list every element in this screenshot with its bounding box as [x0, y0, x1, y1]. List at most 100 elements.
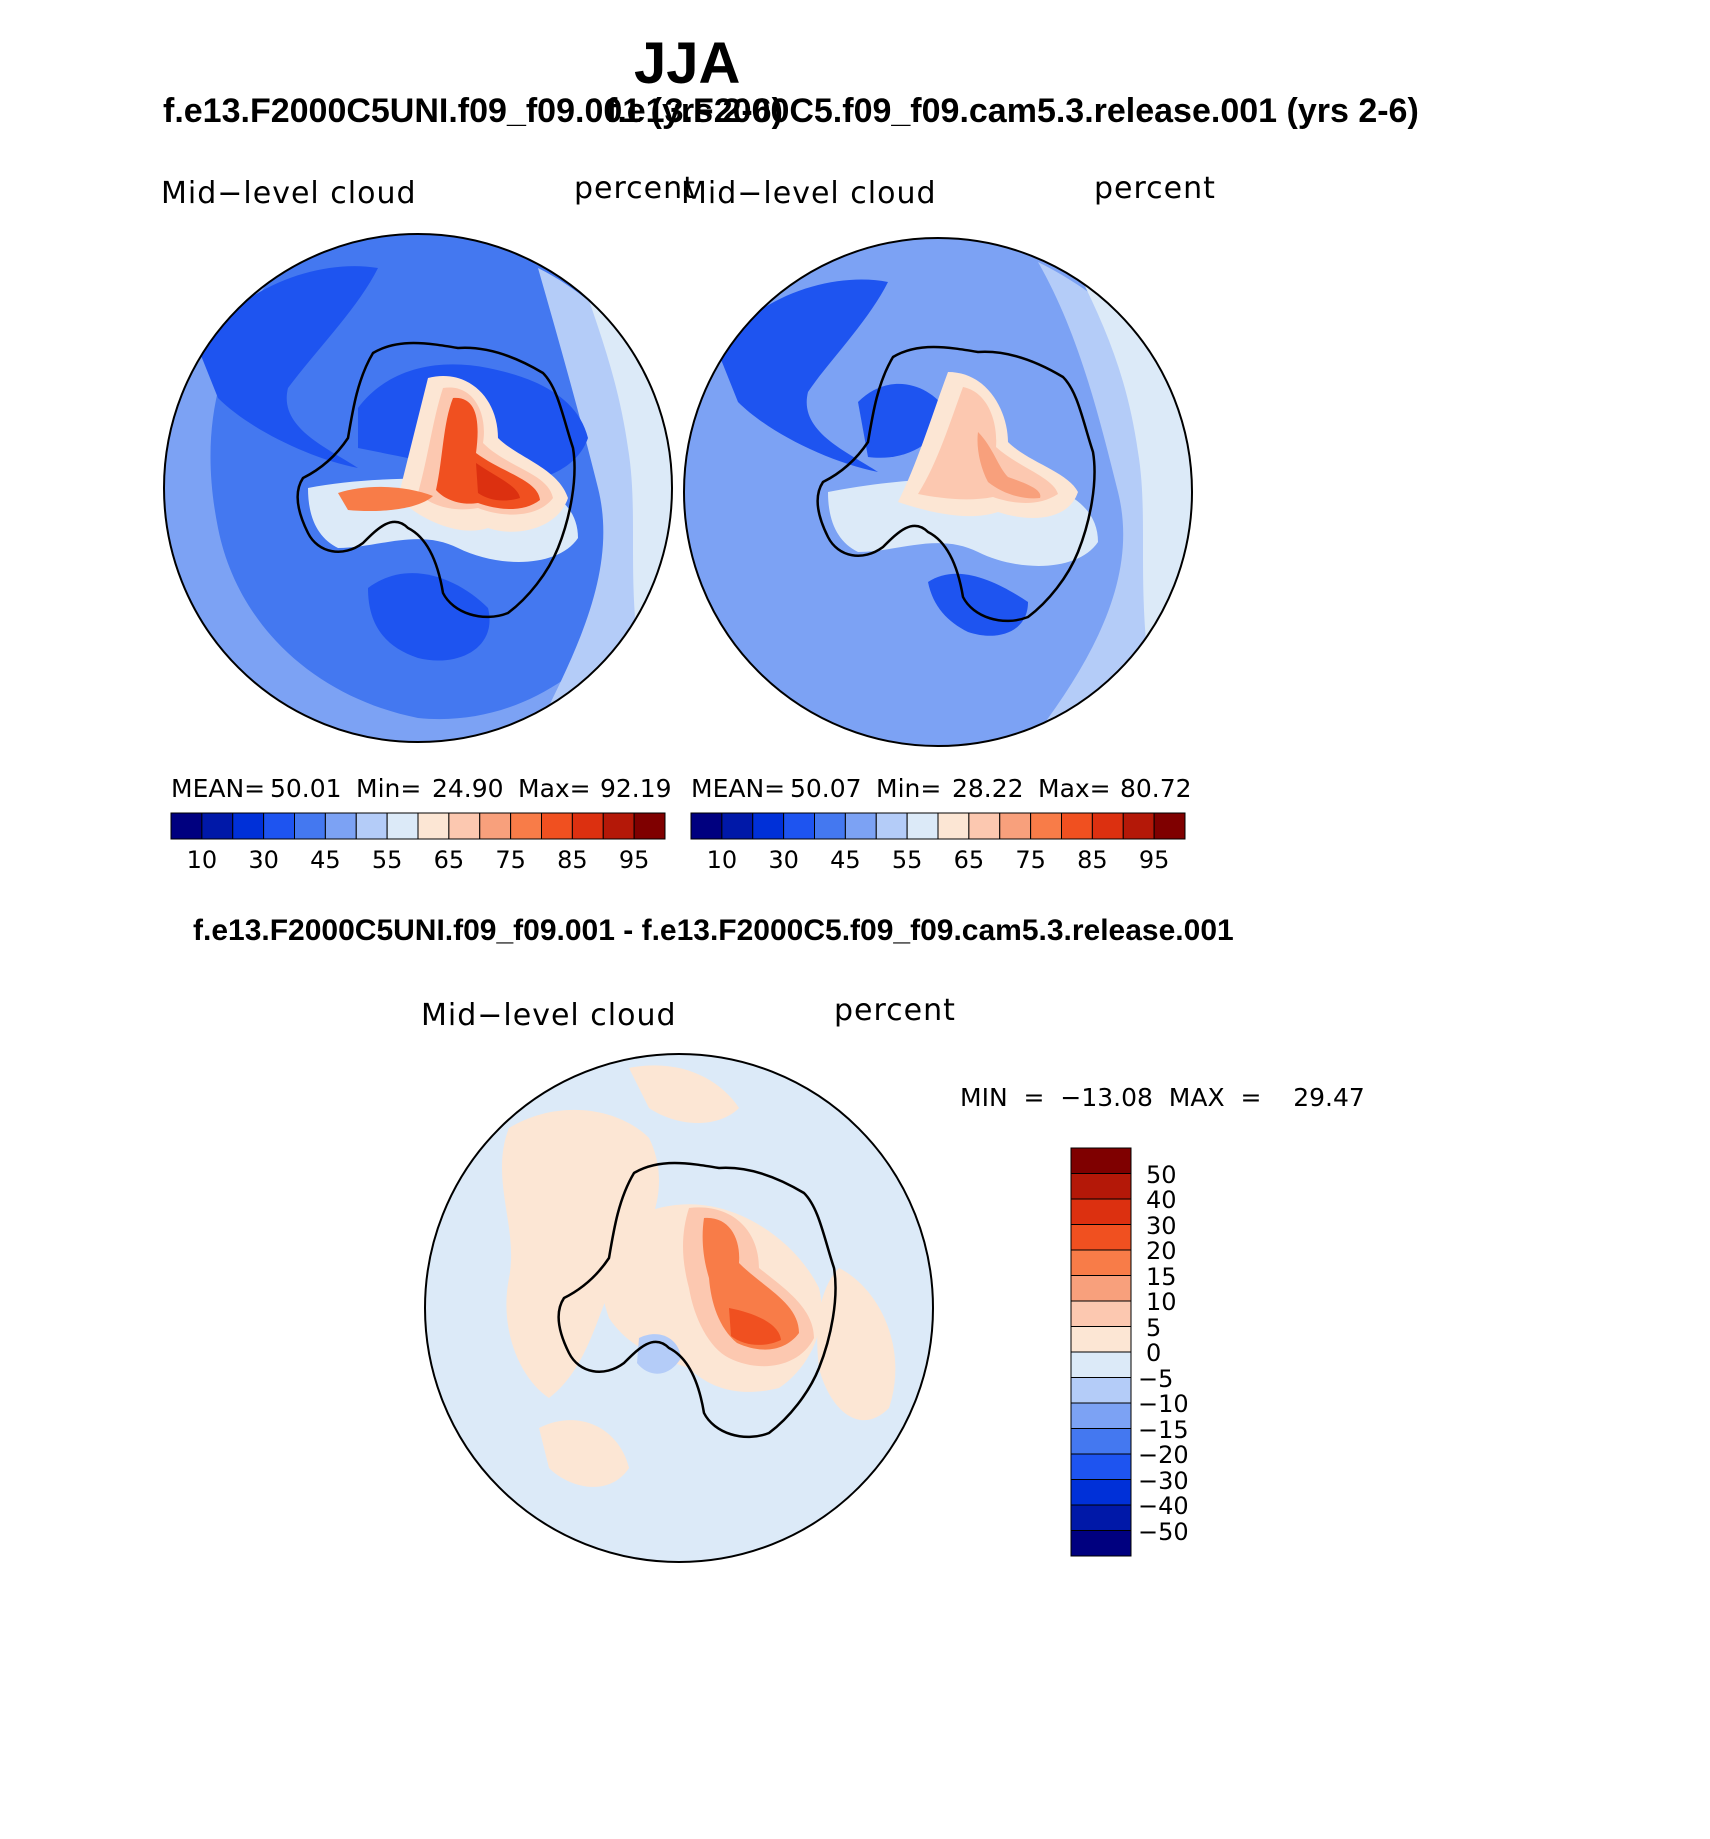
- right-colorbar-box: [721, 812, 754, 840]
- diff-minmax: MIN = −13.08 MAX = 29.47: [960, 1083, 1365, 1112]
- diff-colorbar-box: [1070, 1198, 1132, 1225]
- diff-panel-variable-label: Mid−level cloud: [421, 998, 677, 1033]
- diff-colorbar-tick-label: −40: [1138, 1492, 1189, 1520]
- diff-colorbar-box: [1070, 1530, 1132, 1557]
- right-colorbar-box: [814, 812, 846, 840]
- right-map-border: [683, 237, 1193, 747]
- left-colorbar-tick-label: 65: [433, 846, 465, 874]
- right-min-value: 28.22: [952, 774, 1024, 803]
- left-colorbar-box: [417, 812, 450, 840]
- diff-colorbar-tick-label: 10: [1146, 1288, 1177, 1316]
- diff-colorbar-tick-label: −30: [1138, 1466, 1189, 1495]
- right-colorbar-box: [752, 812, 785, 840]
- left-mean-value: 50.01: [270, 774, 342, 803]
- diff-colorbar-box: [1070, 1326, 1132, 1353]
- right-colorbar-tick-label: 45: [830, 846, 861, 874]
- left-max-label: Max=: [518, 774, 591, 803]
- diff-colorbar-tick-label: −15: [1138, 1415, 1189, 1444]
- diff-title: f.e13.F2000C5UNI.f09_f09.001 - f.e13.F20…: [193, 914, 1234, 947]
- diff-colorbar-box: [1070, 1249, 1132, 1276]
- right-min-label: Min=: [876, 774, 942, 803]
- diff-colorbar-box: [1070, 1224, 1132, 1251]
- right-mean-value: 50.07: [790, 774, 862, 803]
- left-colorbar-box: [479, 812, 512, 840]
- right-colorbar-tick-label: 95: [1138, 846, 1170, 874]
- right-colorbar-box: [937, 812, 970, 840]
- left-colorbar-box: [170, 812, 203, 840]
- diff-colorbar-box: [1070, 1351, 1132, 1378]
- right-colorbar-tick-label: 30: [768, 846, 799, 874]
- left-map-coastline: [296, 341, 576, 619]
- left-colorbar-box: [201, 812, 234, 840]
- main-title: JJA: [634, 31, 741, 96]
- right-colorbar-box: [1122, 812, 1155, 840]
- diff-colorbar-tick-label: −10: [1138, 1390, 1189, 1418]
- right-colorbar-tick-label: 10: [706, 846, 738, 874]
- right-colorbar-box: [1030, 812, 1062, 840]
- left-colorbar-tick-label: 30: [248, 846, 279, 874]
- left-map-dark-ocean-s: [368, 573, 490, 661]
- diff-map-border: [424, 1053, 934, 1563]
- left-polar-map: [163, 233, 673, 743]
- left-colorbar-box: [602, 812, 635, 840]
- left-colorbar-tick-label: 45: [310, 846, 341, 874]
- left-colorbar-tick-label: 55: [371, 846, 403, 874]
- left-map-dark-ocean-nw: [198, 266, 378, 468]
- left-colorbar-box: [386, 812, 419, 840]
- diff-map-peach-north: [629, 1065, 739, 1123]
- right-case-title: f.e13.F2000C5.f09_f09.cam5.3.release.001…: [606, 92, 1419, 130]
- diff-colorbar-tick-label: −20: [1138, 1441, 1189, 1469]
- diff-colorbar-box: [1070, 1453, 1132, 1480]
- left-colorbar-box: [448, 812, 481, 840]
- diff-map-coastline: [557, 1161, 837, 1439]
- diff-colorbar-tick-label: 0: [1146, 1339, 1162, 1367]
- right-colorbar-box: [844, 812, 877, 840]
- diff-colorbar-box: [1070, 1428, 1132, 1455]
- diff-map-peach-south: [539, 1420, 629, 1487]
- left-colorbar-box: [263, 812, 295, 840]
- left-colorbar-tick-label: 10: [186, 846, 218, 874]
- diff-colorbar-tick-label: 20: [1146, 1237, 1177, 1265]
- left-min-value: 24.90: [432, 774, 504, 803]
- left-colorbar-ticks: 10 30 45 55 65 75 85 95: [171, 846, 665, 876]
- right-map-coastline: [816, 345, 1096, 623]
- diff-colorbar-box: [1070, 1275, 1132, 1302]
- diff-colorbar-box: [1070, 1377, 1132, 1404]
- left-colorbar-tick-label: 75: [495, 846, 526, 874]
- diff-colorbar-box: [1070, 1173, 1132, 1200]
- right-colorbar-tick-label: 75: [1015, 846, 1046, 874]
- left-colorbar-box: [571, 812, 604, 840]
- left-min-label: Min=: [356, 774, 422, 803]
- right-colorbar-tick-label: 55: [891, 846, 923, 874]
- left-map-red-west-lobe: [338, 486, 433, 512]
- left-map-border: [163, 233, 673, 743]
- left-max-value: 92.19: [600, 774, 672, 803]
- left-colorbar-box: [355, 812, 388, 840]
- left-colorbar: [170, 812, 666, 840]
- left-map-dark-red-core: [476, 463, 520, 501]
- left-colorbar-tick-label: 85: [557, 846, 588, 874]
- left-colorbar-box: [232, 812, 265, 840]
- left-map-very-pale-region: [578, 268, 672, 648]
- right-colorbar-box: [1153, 812, 1186, 840]
- diff-colorbar-tick-label: 50: [1146, 1160, 1177, 1189]
- right-colorbar-box: [875, 812, 908, 840]
- right-colorbar-tick-label: 85: [1077, 846, 1108, 874]
- diff-colorbar-ticks: 50 40 30 20 15 10 5 0 −5 −10 −15 −20 −30 −40 −50: [1138, 1148, 1218, 1556]
- left-mean-label: MEAN=: [171, 774, 266, 803]
- right-colorbar-box: [783, 812, 815, 840]
- diff-colorbar-box: [1070, 1504, 1132, 1531]
- diff-map-peach-east: [817, 1268, 896, 1421]
- right-colorbar-box: [906, 812, 939, 840]
- left-colorbar-box: [294, 812, 326, 840]
- right-colorbar-box: [1091, 812, 1124, 840]
- diff-colorbar-box: [1070, 1479, 1132, 1506]
- diff-polar-map: [424, 1053, 934, 1563]
- left-colorbar-tick-label: 95: [618, 846, 650, 874]
- left-colorbar-box: [633, 812, 666, 840]
- left-colorbar-box: [510, 812, 542, 840]
- right-map-orange-core: [977, 432, 1041, 499]
- left-case-title: f.e13.F2000C5UNI.f09_f09.001 (yrs 2-6): [163, 92, 783, 130]
- diff-colorbar: [1070, 1147, 1132, 1557]
- diff-colorbar-tick-label: 30: [1146, 1211, 1177, 1240]
